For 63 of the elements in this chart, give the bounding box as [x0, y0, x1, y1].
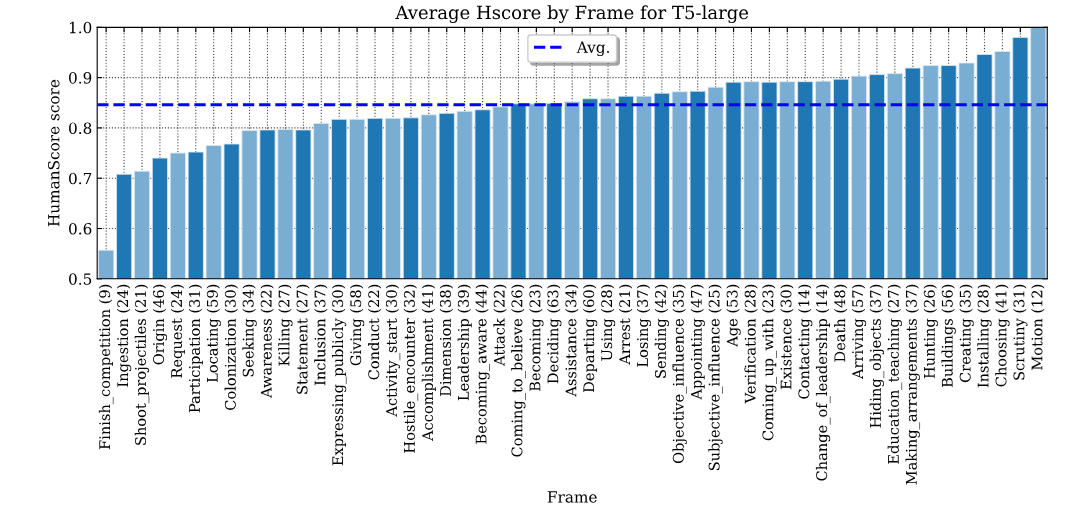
x-tick-label: Locating (59)	[206, 284, 221, 383]
x-tick-label: Buildings (56)	[941, 284, 956, 388]
x-tick-label: Finish_competition (9)	[98, 284, 114, 450]
x-tick-label: Scrutiny (31)	[1013, 284, 1028, 380]
x-tick-label: Death (48)	[834, 284, 848, 362]
y-tick-label: 1.0	[69, 21, 92, 34]
x-tick-label: Activity_start (30)	[385, 284, 401, 417]
x-tick-label: Shoot_projectiles (21)	[134, 284, 150, 445]
x-tick-label: Losing (37)	[636, 284, 652, 367]
x-tick-label: Deciding (63)	[547, 284, 562, 384]
x-tick-label: Arrest (21)	[618, 284, 633, 365]
x-tick-label: Coming_to_believe (26)	[511, 284, 526, 457]
x-tick-label: Seeking (34)	[242, 284, 257, 377]
y-tick-label: 0.5	[69, 273, 92, 285]
x-tick-label: Leadership (39)	[457, 284, 472, 401]
legend-label: Avg.	[576, 41, 610, 57]
x-tick-label: Installing (28)	[977, 284, 992, 388]
x-tick-label: Hiding_objects (37)	[869, 284, 885, 428]
x-tick-label: Assistance (34)	[565, 284, 579, 397]
x-tick-label: Age (53)	[726, 284, 741, 347]
x-tick-label: Becoming (23)	[529, 284, 544, 391]
x-tick-label: Education_teaching (27)	[887, 284, 903, 464]
x-tick-label: Awareness (22)	[260, 284, 274, 398]
y-tick-label: 0.9	[69, 72, 92, 84]
chart-title: Average Hscore by Frame for T5-large	[395, 5, 749, 23]
x-tick-label: Motion (12)	[1031, 284, 1045, 370]
x-tick-label: Making_arrangements (37)	[905, 284, 921, 485]
x-tick-label: Creating (35)	[959, 284, 974, 383]
x-tick-label: Expressing_publicly (30)	[331, 284, 347, 466]
x-tick-label: Departing (60)	[582, 284, 598, 393]
x-tick-label: Using (28)	[600, 284, 616, 361]
x-tick-label: Arriving (57)	[851, 284, 867, 380]
x-tick-label: Hunting (26)	[923, 284, 938, 379]
x-tick-label: Attack (22)	[493, 284, 507, 367]
x-tick-label: Appointing (47)	[690, 284, 705, 400]
x-tick-label: Ingestion (24)	[116, 284, 132, 387]
x-tick-label: Giving (58)	[349, 284, 365, 366]
x-tick-label: Dimension (38)	[439, 284, 454, 396]
x-tick-label: Colonization (30)	[224, 284, 238, 410]
x-tick-label: Origin (46)	[152, 284, 168, 365]
x-tick-label: Existence (30)	[780, 284, 794, 390]
y-tick-label: 0.6	[69, 222, 92, 235]
x-tick-label: Hostile_encounter (32)	[403, 284, 419, 453]
y-tick-label: 0.8	[69, 122, 92, 134]
y-tick-label: 0.7	[69, 172, 92, 185]
y-axis-title: HumanScore score	[47, 79, 60, 227]
x-tick-label: Objective_influence (35)	[672, 284, 688, 464]
x-tick-label: Coming_up_with (23)	[762, 284, 777, 441]
x-tick-label: Conduct (22)	[367, 284, 382, 380]
x-tick-label: Inclusion (37)	[314, 284, 328, 386]
x-tick-label: Statement (27)	[296, 284, 310, 394]
x-tick-label: Choosing (41)	[995, 284, 1010, 387]
x-tick-label: Verification (28)	[744, 284, 758, 404]
x-tick-label: Participation (31)	[188, 284, 203, 413]
x-tick-label: Killing (27)	[278, 284, 293, 366]
x-axis-title: Frame	[547, 491, 597, 503]
x-tick-label: Contacting (14)	[798, 284, 813, 399]
x-tick-label: Subjective_influence (25)	[708, 284, 723, 471]
x-tick-label: Change_of_leadership (14)	[815, 284, 831, 481]
x-tick-label: Becoming_aware (44)	[475, 284, 490, 444]
x-tick-label: Sending (42)	[654, 284, 669, 378]
x-tick-label: Request (24)	[170, 284, 185, 378]
x-tick-label: Accomplishment (41)	[421, 284, 436, 442]
